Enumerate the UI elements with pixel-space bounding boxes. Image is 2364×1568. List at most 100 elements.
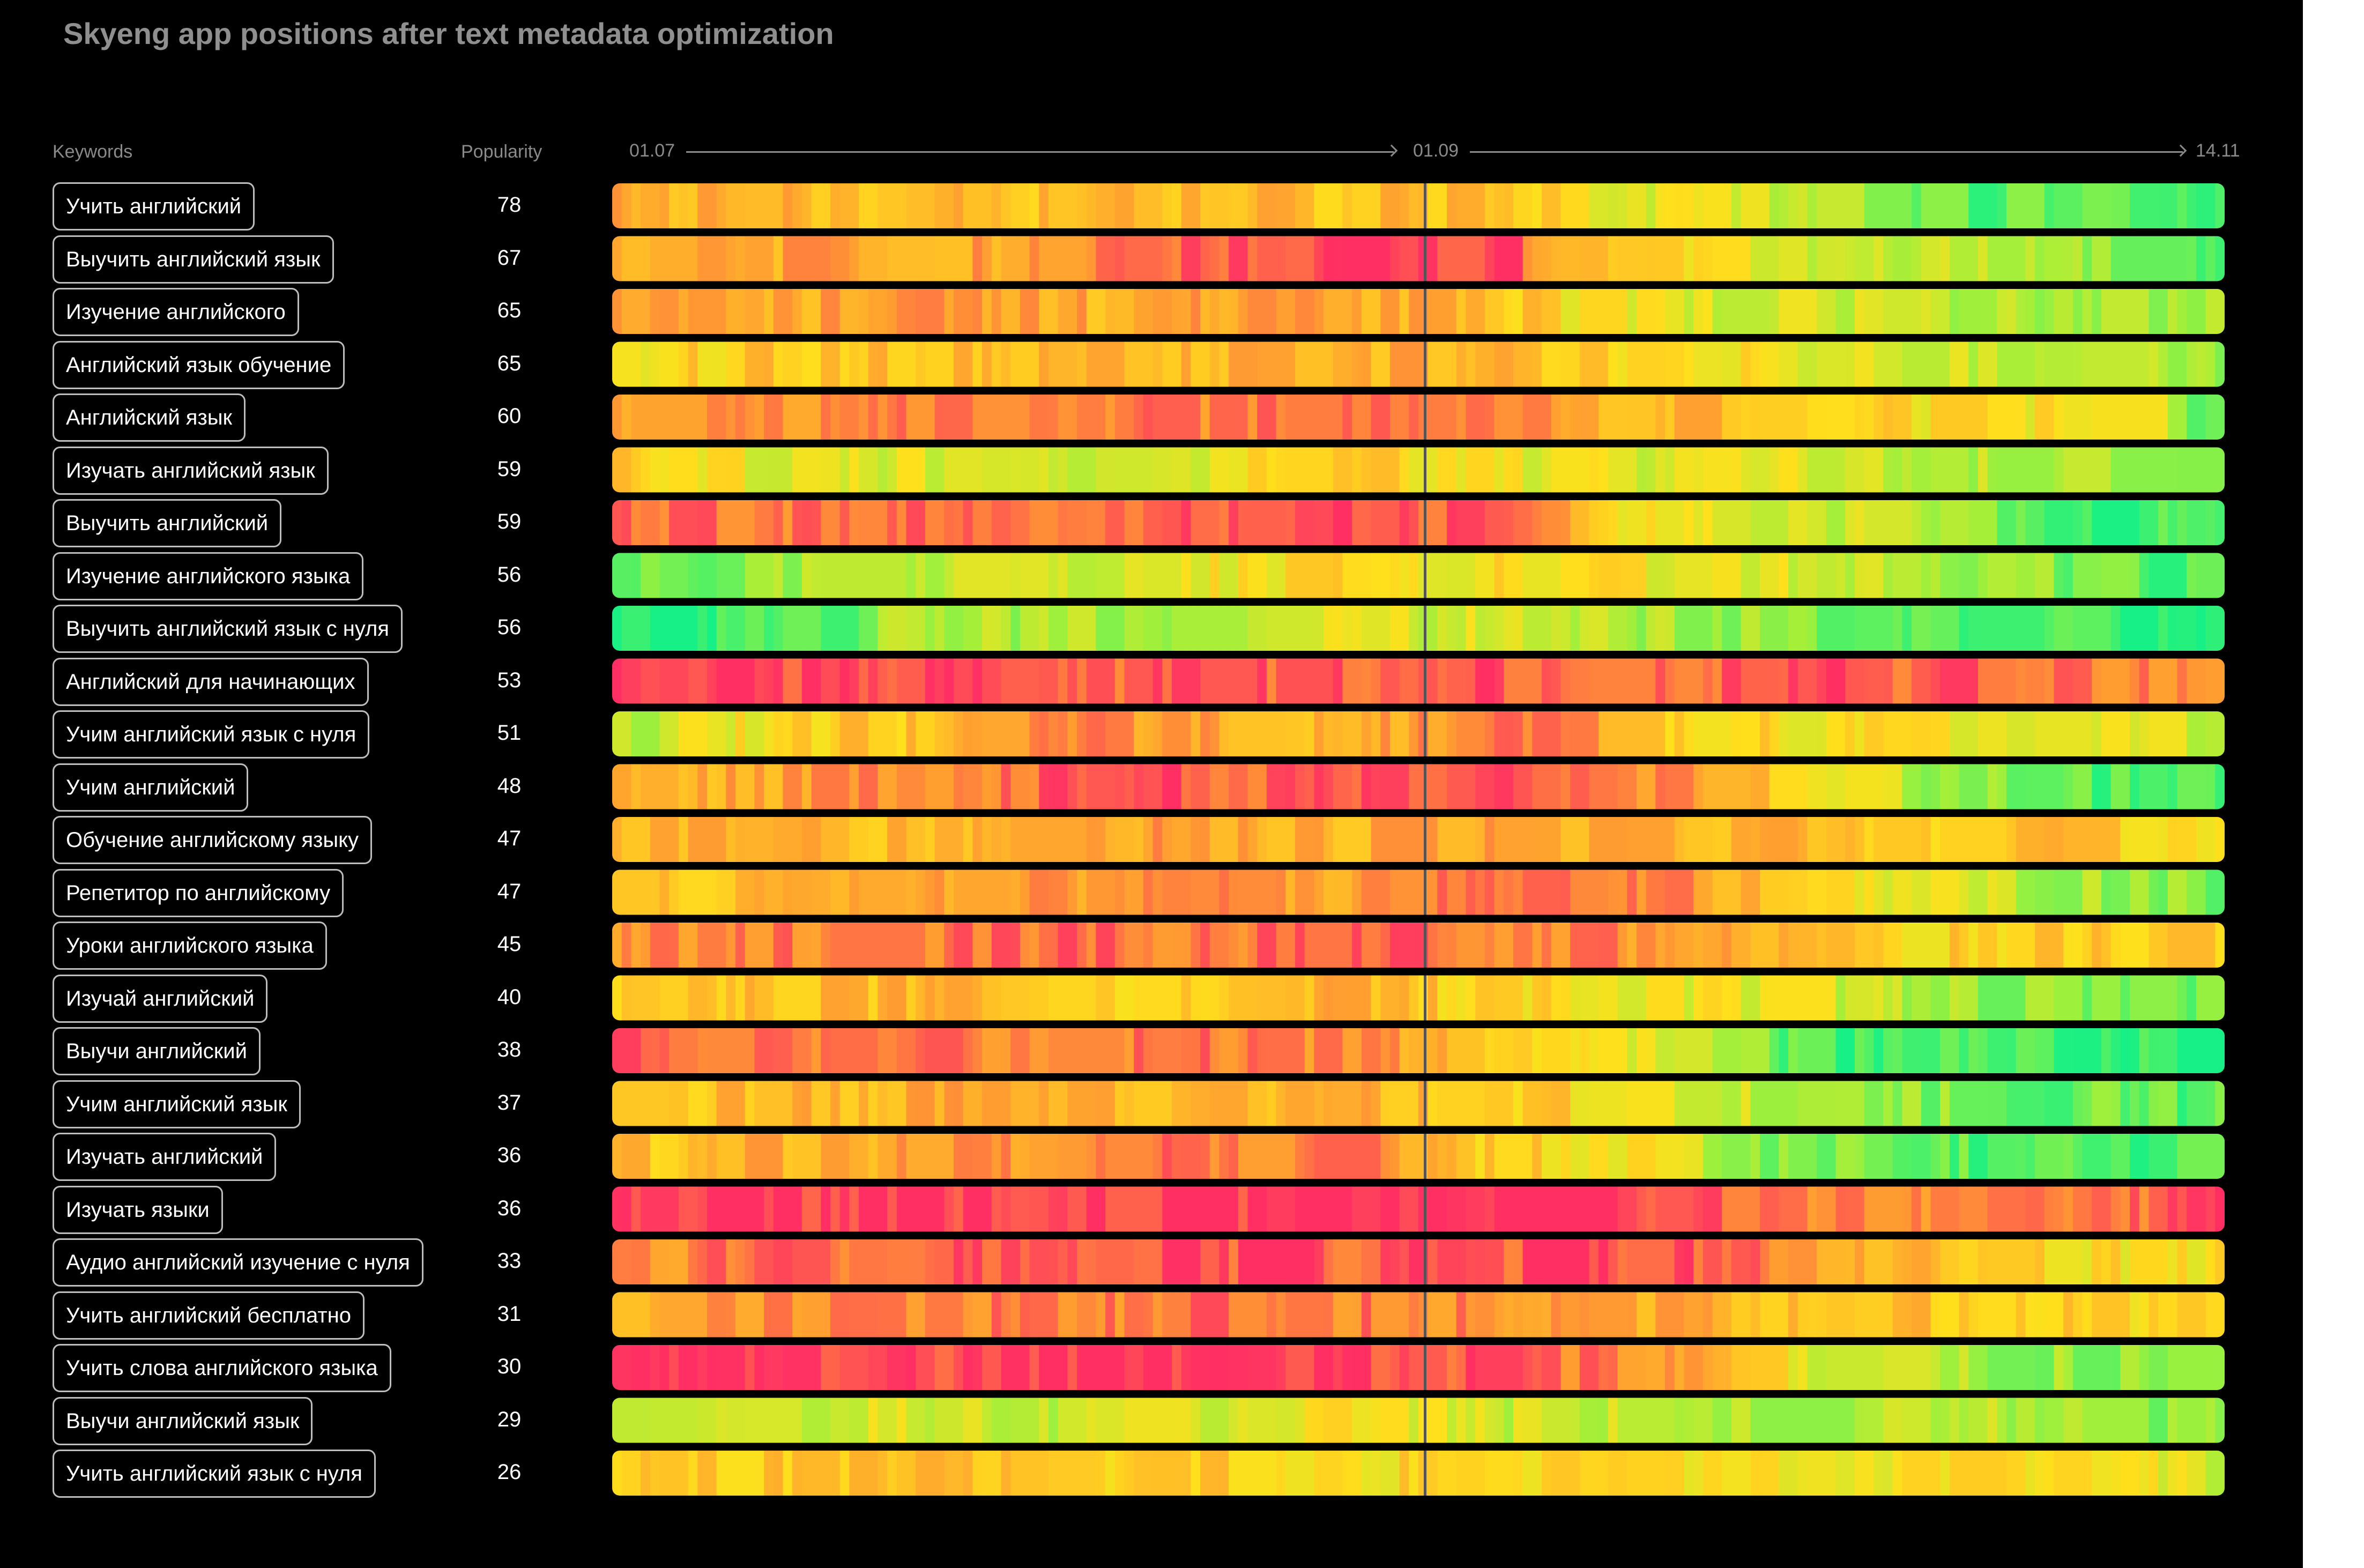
popularity-value: 29 [497, 1407, 522, 1431]
heatmap-cell [764, 764, 774, 809]
heatmap-cell [1295, 447, 1305, 493]
heatmap-cell [1276, 1081, 1287, 1126]
heatmap-cell [745, 658, 755, 704]
heatmap-cell [783, 553, 793, 598]
heatmap-cell [1389, 183, 1400, 228]
heatmap-cell [2063, 289, 2073, 334]
heatmap-cell [1314, 975, 1324, 1021]
heatmap-cell [868, 817, 879, 862]
heatmap-cell [1171, 658, 1182, 704]
heatmap-cell [1930, 1239, 1941, 1284]
heatmap-cell [621, 1398, 632, 1443]
heatmap-cell [2101, 817, 2112, 862]
heatmap-cell [1039, 1398, 1049, 1443]
heatmap-cell [1086, 1239, 1097, 1284]
heatmap-cell [1399, 1451, 1410, 1496]
heatmap-cell [1997, 553, 2007, 598]
heatmap-cell [991, 500, 1002, 545]
heatmap-cell [1560, 1345, 1571, 1390]
heatmap-cell [2044, 1081, 2055, 1126]
heatmap-cell [821, 553, 831, 598]
heatmap-cell [1048, 1081, 1059, 1126]
heatmap-cell [2196, 183, 2206, 228]
heatmap-cell [631, 236, 641, 281]
heatmap-cell [849, 183, 859, 228]
heatmap-cell [1693, 1345, 1704, 1390]
popularity-value: 60 [497, 404, 522, 428]
heatmap-cell [801, 711, 812, 756]
heatmap-cell [2063, 1398, 2073, 1443]
heatmap-cell [2110, 817, 2121, 862]
heatmap-cell [678, 500, 689, 545]
heatmap-cell [2044, 289, 2055, 334]
heatmap-cell [2177, 817, 2188, 862]
heatmap-cell [2006, 1345, 2017, 1390]
heatmap-cell [2025, 236, 2035, 281]
heatmap-cell [1513, 289, 1523, 334]
heatmap-cell [1703, 764, 1713, 809]
heatmap-cell [1039, 341, 1049, 387]
heatmap-cell [859, 1398, 869, 1443]
heatmap-cell [1209, 711, 1220, 756]
heatmap-cell [2063, 1292, 2073, 1337]
heatmap-cell [1143, 289, 1154, 334]
heatmap-cell [2205, 500, 2216, 545]
heatmap-cell [1342, 817, 1352, 862]
heatmap-cell [1389, 1134, 1400, 1179]
heatmap-cell [735, 1398, 746, 1443]
heatmap-cell [2215, 1345, 2225, 1390]
heatmap-cell [1484, 1028, 1495, 1073]
heatmap-cell [1703, 1292, 1713, 1337]
heatmap-cell [1371, 447, 1381, 493]
heatmap-cell [1826, 1451, 1837, 1496]
heatmap-cell [1599, 1345, 1609, 1390]
heatmap-cell [1949, 1081, 1960, 1126]
heatmap-cell [2149, 1081, 2159, 1126]
heatmap-cell [2044, 1398, 2055, 1443]
heatmap-cell [2149, 711, 2159, 756]
heatmap-cell [697, 870, 708, 915]
heatmap-cell [887, 289, 897, 334]
heatmap-cell [1542, 1292, 1552, 1337]
heatmap-cell [1684, 658, 1694, 704]
heatmap-cell [1105, 1398, 1116, 1443]
heatmap-cell [697, 500, 708, 545]
heatmap-cell [1608, 1081, 1618, 1126]
heatmap-cell [1247, 1451, 1258, 1496]
heatmap-row [612, 395, 2225, 440]
heatmap-cell [2006, 1239, 2017, 1284]
heatmap-cell [726, 1451, 736, 1496]
heatmap-cell [1219, 1398, 1229, 1443]
heatmap-cell [2158, 764, 2168, 809]
heatmap-cell [1134, 658, 1144, 704]
heatmap-cell [1835, 1292, 1846, 1337]
heatmap-cell [1959, 1451, 1969, 1496]
heatmap-cell [839, 341, 850, 387]
heatmap-cell [783, 1345, 793, 1390]
heatmap-cell [641, 1292, 651, 1337]
heatmap-cell [1162, 923, 1172, 968]
heatmap-cell [1048, 553, 1059, 598]
heatmap-cell [1077, 553, 1087, 598]
heatmap-cell [1342, 1134, 1352, 1179]
heatmap-cell [1978, 711, 1988, 756]
heatmap-cell [1741, 1398, 1751, 1443]
heatmap-cell [1191, 183, 1201, 228]
heatmap-cell [2110, 1186, 2121, 1232]
heatmap-cell [612, 183, 622, 228]
popularity-value: 51 [497, 721, 522, 745]
heatmap-cell [801, 1398, 812, 1443]
heatmap-cell [1010, 1345, 1021, 1390]
heatmap-cell [925, 1239, 935, 1284]
heatmap-cell [1759, 183, 1770, 228]
heatmap-cell [2130, 817, 2140, 862]
heatmap-cell [1285, 817, 1296, 862]
heatmap-cell [745, 1028, 755, 1073]
heatmap-cell [1627, 817, 1637, 862]
heatmap-cell [641, 1239, 651, 1284]
heatmap-cell [1181, 1239, 1192, 1284]
heatmap-cell [1722, 289, 1732, 334]
heatmap-cell [1209, 1292, 1220, 1337]
heatmap-cell [2101, 975, 2112, 1021]
heatmap-cell [1902, 1028, 1912, 1073]
